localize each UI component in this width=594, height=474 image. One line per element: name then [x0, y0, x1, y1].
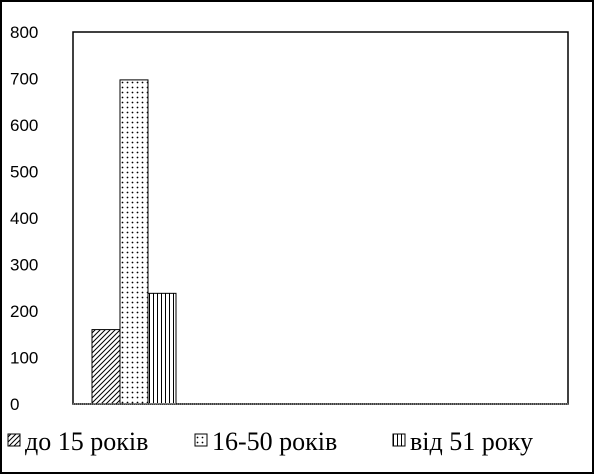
y-tick-label: 0	[10, 395, 19, 414]
y-tick-label: 300	[10, 256, 38, 275]
bar-3	[147, 292, 177, 405]
legend-swatch	[392, 433, 406, 447]
legend-label: 16-50 років	[212, 427, 337, 456]
y-tick-label: 200	[10, 302, 38, 321]
legend-swatch	[194, 433, 208, 447]
y-tick-label: 600	[10, 116, 38, 135]
y-tick-label: 700	[10, 70, 38, 89]
y-tick-label: 800	[10, 23, 38, 42]
y-tick-label: 400	[10, 209, 38, 228]
y-tick-label: 100	[10, 349, 38, 368]
plot-area	[72, 31, 569, 405]
y-tick-label: 500	[10, 163, 38, 182]
legend-label: від 51 року	[410, 427, 533, 456]
bar-2	[119, 79, 149, 405]
legend-swatch	[7, 433, 21, 447]
legend-label: до 15 років	[25, 427, 148, 456]
bar-1	[91, 329, 121, 405]
